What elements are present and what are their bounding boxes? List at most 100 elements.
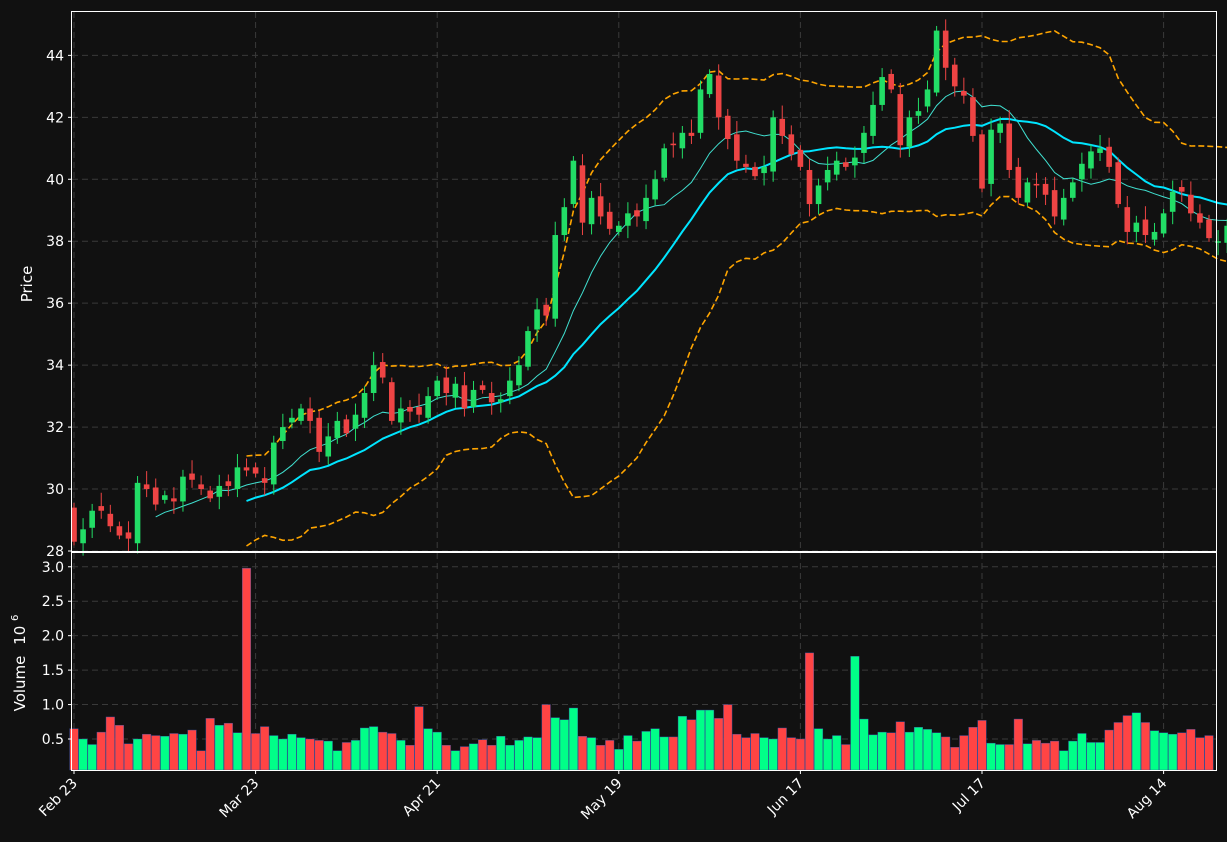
volume-bar xyxy=(1131,712,1141,771)
volume-bar xyxy=(941,736,951,771)
candle-body xyxy=(779,118,786,136)
candle-body xyxy=(379,362,386,378)
volume-bar xyxy=(714,718,724,771)
candle-body xyxy=(951,64,958,87)
volume-y-axis: 0.5 1.0 1.5 2.0 2.5 3.0 xyxy=(42,560,72,748)
candle-body xyxy=(652,179,658,200)
volume-bar xyxy=(986,742,996,771)
volume-bar xyxy=(968,727,978,771)
volume-bar xyxy=(378,731,388,771)
candle-body xyxy=(198,484,204,490)
candle-body xyxy=(443,377,450,394)
candle-body xyxy=(579,165,586,223)
price-panel-frame xyxy=(71,11,1217,552)
volume-bar xyxy=(123,743,133,771)
volume-bar xyxy=(795,738,805,771)
candle-body xyxy=(724,115,731,140)
volume-tick-label: 3.0 xyxy=(42,560,64,576)
candle-body xyxy=(1224,225,1227,243)
candle-body xyxy=(1088,151,1094,169)
candle-body xyxy=(1024,182,1031,203)
volume-bar xyxy=(1095,742,1105,771)
bollinger-lower-line xyxy=(246,195,1227,547)
volume-bar xyxy=(505,745,515,771)
candle-body xyxy=(534,309,540,330)
volume-bar xyxy=(677,716,687,771)
candle-body xyxy=(343,419,350,434)
candle-body xyxy=(1206,219,1212,239)
candle-body xyxy=(497,399,504,403)
candle-body xyxy=(761,166,767,174)
candle-body xyxy=(225,481,232,486)
volume-bar xyxy=(278,738,288,771)
volume-bar xyxy=(559,719,569,771)
volume-bar xyxy=(178,733,188,771)
candle-body xyxy=(1006,123,1013,170)
price-tick-label: 40 xyxy=(46,172,64,188)
candle-body xyxy=(125,532,132,539)
volume-bar xyxy=(223,722,233,771)
volume-bar xyxy=(632,740,642,771)
candle-body xyxy=(516,365,522,386)
candle-body xyxy=(280,427,286,442)
candle-body xyxy=(189,473,195,480)
volume-bar xyxy=(432,731,442,771)
candle-body xyxy=(734,134,740,161)
candle-body xyxy=(1215,241,1221,243)
volume-bar xyxy=(1195,737,1205,771)
candle-body xyxy=(398,408,404,423)
candle-body xyxy=(933,30,940,93)
volume-bar xyxy=(1204,735,1214,771)
volume-bar xyxy=(242,567,252,771)
volume-bar xyxy=(423,728,433,771)
candle-body xyxy=(879,77,885,105)
volume-bar xyxy=(69,728,79,771)
candle-body xyxy=(543,304,549,316)
candle-body xyxy=(1133,222,1140,232)
volume-bar xyxy=(314,740,324,771)
price-tick-label: 38 xyxy=(46,234,64,250)
candle-body xyxy=(1060,197,1067,220)
volume-bar xyxy=(641,731,651,771)
candle-body xyxy=(697,89,704,133)
candle-body xyxy=(389,382,395,421)
volume-bar xyxy=(369,726,379,771)
volume-bar xyxy=(659,736,669,771)
candle-body xyxy=(416,406,422,415)
volume-bar xyxy=(441,745,451,771)
candle-body xyxy=(1197,213,1203,223)
volume-bar xyxy=(841,744,851,771)
volume-bar xyxy=(360,727,370,771)
candle-body xyxy=(307,408,313,421)
volume-bar xyxy=(187,729,197,771)
candle-body xyxy=(507,380,513,397)
volume-bar xyxy=(1177,732,1187,771)
candle-body xyxy=(134,482,141,544)
candle-body xyxy=(906,117,913,147)
candle-body xyxy=(407,406,413,412)
candle-body xyxy=(1015,166,1022,198)
volume-bar xyxy=(605,740,615,771)
candle-body xyxy=(961,90,967,96)
volume-bar xyxy=(269,735,279,771)
volume-bar xyxy=(1104,729,1114,771)
volume-bar xyxy=(568,707,578,771)
candle-body xyxy=(870,104,876,136)
candle-body xyxy=(298,408,304,421)
candle-body xyxy=(570,160,577,205)
price-tick-label: 44 xyxy=(46,48,64,64)
candle-body xyxy=(643,197,649,222)
candle-body xyxy=(143,484,150,490)
candle-body xyxy=(270,442,277,485)
volume-bar xyxy=(541,704,551,771)
volume-bar xyxy=(341,742,351,771)
candle-body xyxy=(107,513,114,527)
candle-body xyxy=(1106,146,1112,167)
price-axis-label: Price xyxy=(18,266,36,303)
volume-bar xyxy=(214,725,224,771)
volume-bar xyxy=(1022,743,1032,771)
price-tick-label: 34 xyxy=(46,358,64,374)
volume-bar xyxy=(205,718,215,771)
volume-bar xyxy=(696,709,706,771)
